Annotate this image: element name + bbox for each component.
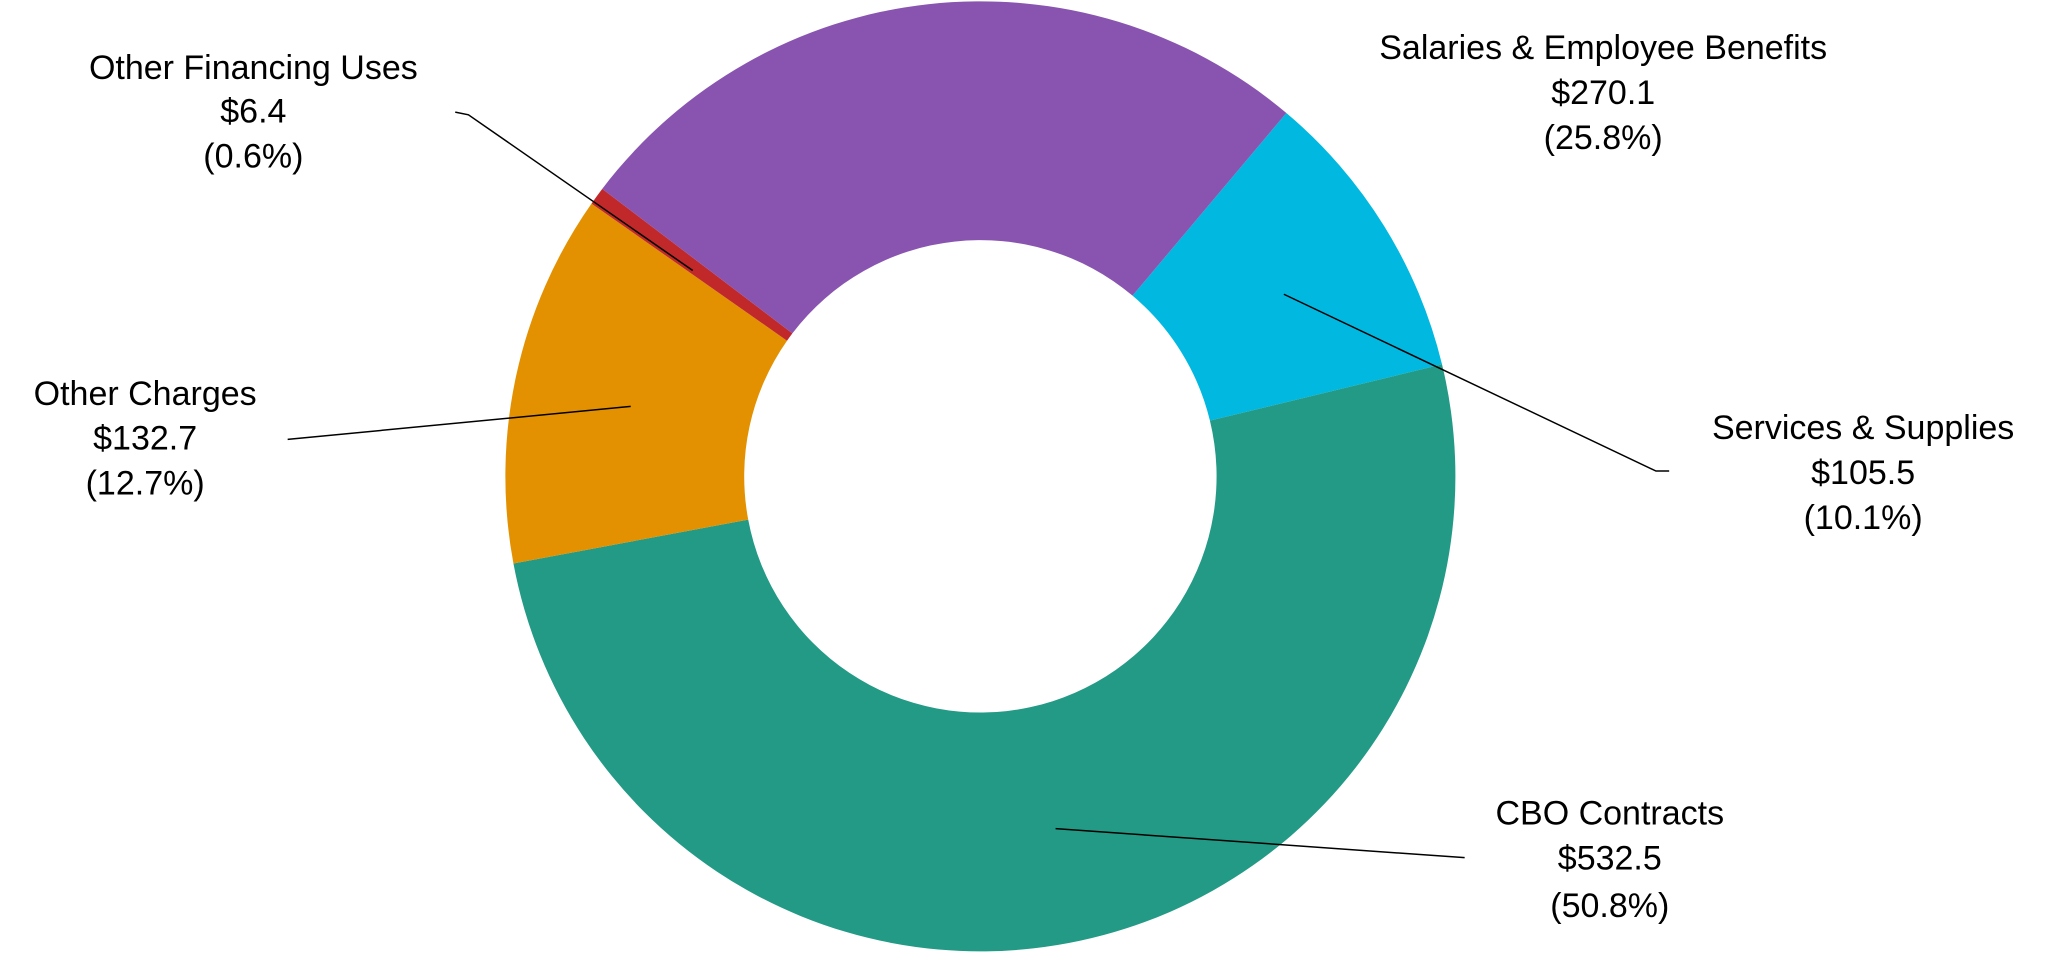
- value-label: $132.7: [93, 420, 197, 458]
- category-label: Salaries & Employee Benefits: [1379, 29, 1827, 67]
- category-label: CBO Contracts: [1495, 794, 1724, 832]
- percent-label: (0.6%): [203, 137, 303, 175]
- value-label: $270.1: [1551, 74, 1655, 112]
- donut: [505, 1, 1456, 952]
- leader-line: [455, 111, 694, 272]
- slice: [602, 1, 1287, 334]
- leader-line: [287, 405, 631, 441]
- percent-label: (12.7%): [86, 465, 205, 503]
- category-label: Other Financing Uses: [89, 49, 418, 87]
- slice: [513, 364, 1456, 952]
- leader-line: [1055, 827, 1465, 859]
- leader-line: [1283, 293, 1670, 472]
- labels: Services & Supplies $105.5 (10.1%) CBO Cont…: [34, 29, 2015, 925]
- category-label: Services & Supplies: [1712, 409, 2014, 447]
- slice: [505, 203, 788, 564]
- percent-label: (25.8%): [1544, 119, 1663, 157]
- category-label: Other Charges: [34, 375, 257, 413]
- value-label: $532.5: [1558, 839, 1662, 877]
- slice: [1132, 112, 1443, 421]
- value-label: $6.4: [220, 92, 286, 130]
- slice: [591, 188, 793, 341]
- value-label: $105.5: [1811, 454, 1915, 492]
- percent-label: (10.1%): [1804, 499, 1923, 537]
- percent-label: (50.8%): [1550, 887, 1669, 925]
